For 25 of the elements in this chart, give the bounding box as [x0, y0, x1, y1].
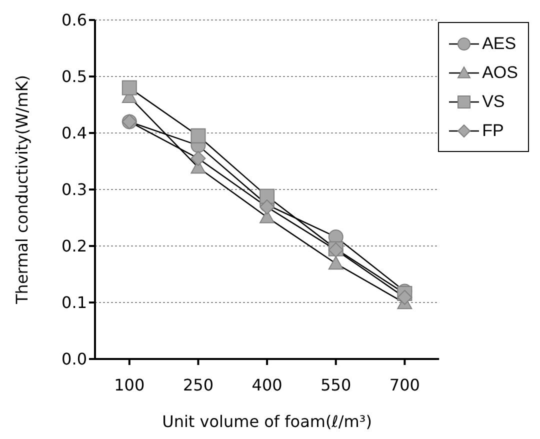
legend-label: VS — [482, 92, 505, 112]
point — [260, 188, 275, 204]
point — [260, 200, 275, 215]
legend-label: AOS — [482, 62, 518, 82]
point — [122, 80, 137, 96]
x-axis-title: Unit volume of foam(ℓ/m³) — [162, 412, 372, 431]
x-tick-label: 550 — [320, 375, 352, 394]
point — [328, 256, 344, 270]
y-axis-title: Thermal conductivity(W/mK) — [12, 75, 32, 305]
y-tick-label: 0.5 — [62, 67, 87, 86]
legend-label: AES — [482, 34, 516, 54]
y-tick-label: 0.2 — [62, 236, 87, 256]
y-tick-label: 0.1 — [62, 293, 87, 312]
x-tick-label: 100 — [114, 375, 145, 394]
point — [190, 128, 206, 144]
y-tick-label: 0.4 — [62, 124, 87, 143]
y-tick-label: 0.6 — [62, 10, 87, 30]
y-tick-label: 0.0 — [62, 350, 87, 369]
point — [397, 290, 412, 305]
x-tick-label: 250 — [182, 375, 214, 394]
point — [190, 150, 206, 166]
legend-label: FP — [482, 120, 504, 140]
x-tick-label: 700 — [389, 375, 420, 394]
y-tick-label: 0.3 — [62, 180, 87, 200]
x-tick-label: 400 — [252, 375, 282, 394]
